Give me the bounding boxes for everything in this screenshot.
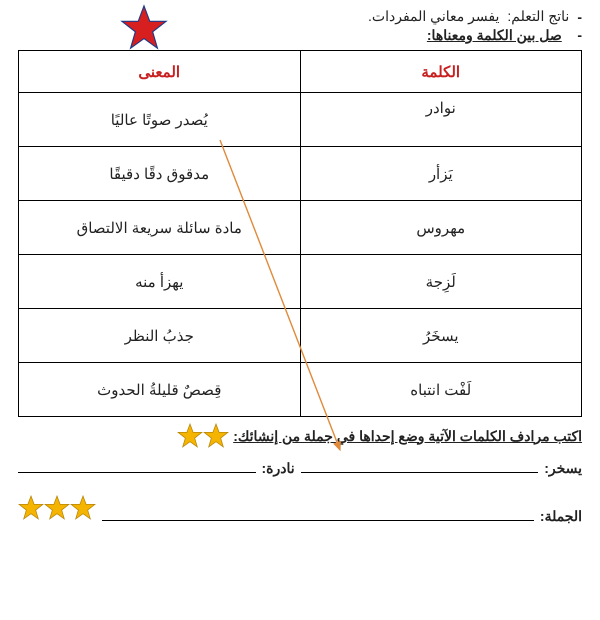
word-column-header: الكلمة xyxy=(300,51,582,93)
word2-blank[interactable] xyxy=(18,459,256,473)
sentence-blank[interactable] xyxy=(102,507,534,521)
meaning-cell: يهزأ منه xyxy=(19,255,301,309)
table-row: مهروس مادة سائلة سريعة الالتصاق xyxy=(19,201,582,255)
word-cell: لَزِجة xyxy=(300,255,582,309)
word-cell: يسخَرُ xyxy=(300,309,582,363)
word2-label: نادرة: xyxy=(262,460,295,477)
meaning-cell: مادة سائلة سريعة الالتصاق xyxy=(19,201,301,255)
synonym-heading: اكتب مرادف الكلمات الآتية وضع إحداها في … xyxy=(233,428,582,445)
meaning-cell: جذبُ النظر xyxy=(19,309,301,363)
sentence-label: الجملة: xyxy=(540,508,582,525)
word1-blank[interactable] xyxy=(301,459,539,473)
instruction-text: صل بين الكلمة ومعناها: xyxy=(427,27,562,43)
learning-outcome-prefix: ناتج التعلم: xyxy=(507,8,569,25)
meaning-cell: يُصدر صوتًا عاليًا xyxy=(19,93,301,147)
word1-label: يسخر: xyxy=(544,460,582,477)
table-row: يَزأر مدقوق دقًا دقيقًا xyxy=(19,147,582,201)
vocabulary-table: الكلمة المعنى نوادر يُصدر صوتًا عاليًا ي… xyxy=(18,50,582,417)
sentence-stars-icon xyxy=(18,495,96,521)
star-icon xyxy=(120,4,168,52)
word-cell: لَفْت انتباه xyxy=(300,363,582,417)
meaning-cell: قِصصٌ قليلةُ الحدوث xyxy=(19,363,301,417)
learning-outcome-text: يفسر معاني المفردات. xyxy=(368,8,499,25)
meaning-column-header: المعنى xyxy=(19,51,301,93)
word-cell: نوادر xyxy=(300,93,582,147)
heading-stars-icon xyxy=(177,423,229,449)
table-row: لَزِجة يهزأ منه xyxy=(19,255,582,309)
dash-marker: - xyxy=(577,9,582,25)
table-row: يسخَرُ جذبُ النظر xyxy=(19,309,582,363)
dash-marker-2: - xyxy=(577,27,582,43)
word-cell: مهروس xyxy=(300,201,582,255)
table-row: لَفْت انتباه قِصصٌ قليلةُ الحدوث xyxy=(19,363,582,417)
meaning-cell: مدقوق دقًا دقيقًا xyxy=(19,147,301,201)
table-row: نوادر يُصدر صوتًا عاليًا xyxy=(19,93,582,147)
word-cell: يَزأر xyxy=(300,147,582,201)
